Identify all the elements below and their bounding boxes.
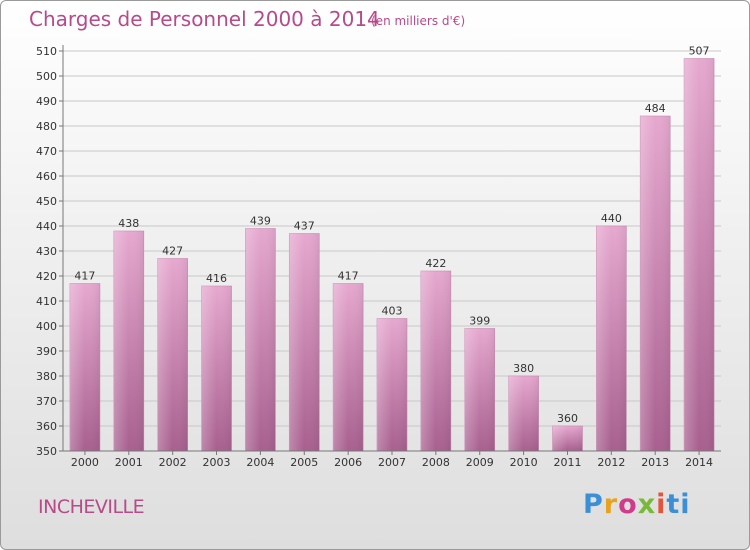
x-tick-label: 2008	[422, 456, 450, 469]
town-name: INCHEVILLE	[38, 496, 145, 518]
data-label: 380	[513, 362, 534, 375]
bar-highlight	[508, 376, 539, 451]
data-label: 438	[118, 217, 139, 230]
y-tick-label: 460	[36, 170, 57, 183]
logo-letter: ti	[666, 489, 691, 520]
data-label: 416	[206, 272, 227, 285]
x-tick-label: 2005	[290, 456, 318, 469]
bar-highlight	[289, 233, 320, 451]
bar-highlight	[640, 116, 671, 451]
x-tick-label: 2007	[378, 456, 406, 469]
logo-letter: P	[583, 489, 604, 520]
x-tick-label: 2013	[641, 456, 669, 469]
bars	[69, 58, 715, 452]
bar-highlight	[245, 228, 276, 451]
chart-subtitle: (en milliers d'€)	[371, 14, 466, 28]
data-label: 439	[250, 215, 271, 228]
x-tick-label: 2004	[246, 456, 274, 469]
y-tick-label: 490	[36, 95, 57, 108]
logo-letter: r	[603, 489, 619, 520]
x-tick-label: 2006	[334, 456, 362, 469]
data-label: 440	[601, 212, 622, 225]
bar-highlight	[201, 286, 232, 451]
x-tick-label: 2011	[553, 456, 581, 469]
y-tick-label: 360	[36, 420, 57, 433]
bar-highlight	[69, 283, 100, 451]
bar-highlight	[113, 231, 144, 451]
logo-letter: i	[656, 489, 667, 520]
bar-highlight	[552, 426, 583, 451]
bar-highlight	[596, 226, 627, 451]
chart-title: Charges de Personnel 2000 à 2014	[29, 7, 380, 31]
y-tick-label: 400	[36, 320, 57, 333]
y-tick-label: 470	[36, 145, 57, 158]
x-tick-label: 2012	[597, 456, 625, 469]
y-tick-label: 420	[36, 270, 57, 283]
data-label: 399	[469, 315, 490, 328]
bar-highlight	[157, 258, 188, 451]
y-tick-label: 350	[36, 445, 57, 458]
y-tick-label: 510	[36, 45, 57, 58]
logo-letter: x	[637, 489, 657, 520]
y-tick-label: 410	[36, 295, 57, 308]
y-tick-label: 370	[36, 395, 57, 408]
y-tick-label: 500	[36, 70, 57, 83]
x-tick-label: 2000	[71, 456, 99, 469]
bar-highlight	[684, 58, 715, 451]
logo-letter: o	[618, 489, 638, 520]
y-tick-label: 480	[36, 120, 57, 133]
x-tick-label: 2002	[159, 456, 187, 469]
bar-highlight	[377, 318, 407, 451]
axes: 350 360 370 380 390 400 410 420 430 440 450 460 470 4…	[36, 45, 721, 469]
x-tick-label: 2001	[115, 456, 143, 469]
data-label: 360	[557, 412, 578, 425]
data-label: 437	[294, 220, 315, 233]
data-label: 417	[338, 270, 359, 283]
data-label: 417	[74, 270, 95, 283]
x-tick-label: 2010	[510, 456, 538, 469]
bar-highlight	[464, 328, 495, 451]
y-tick-label: 380	[36, 370, 57, 383]
x-tick-label: 2014	[685, 456, 713, 469]
proxiti-logo[interactable]: Proxiti	[583, 489, 691, 520]
x-tick-label: 2003	[203, 456, 231, 469]
y-tick-label: 450	[36, 195, 57, 208]
y-tick-label: 440	[36, 220, 57, 233]
data-label: 422	[425, 257, 446, 270]
data-label: 484	[645, 102, 666, 115]
y-tick-label: 390	[36, 345, 57, 358]
data-label: 427	[162, 245, 183, 258]
data-label: 507	[689, 45, 710, 58]
bar-highlight	[420, 271, 451, 451]
x-tick-label: 2009	[466, 456, 494, 469]
bar-highlight	[333, 283, 364, 451]
data-labels: 417 438 427 416 439 437 417 403 422 399 380 360 440 4…	[74, 45, 709, 426]
y-tick-label: 430	[36, 245, 57, 258]
data-label: 403	[382, 305, 403, 318]
